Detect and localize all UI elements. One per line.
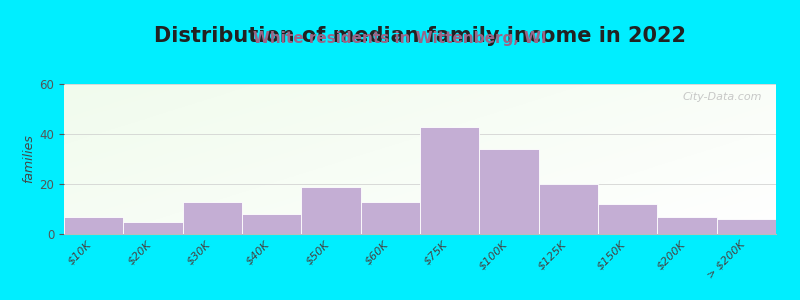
Bar <box>598 204 658 234</box>
Text: White residents in Wittenberg, WI: White residents in Wittenberg, WI <box>253 32 547 46</box>
Bar <box>479 149 538 234</box>
Bar <box>717 219 776 234</box>
Bar <box>658 217 717 234</box>
Text: City-Data.com: City-Data.com <box>682 92 762 101</box>
Bar <box>182 202 242 234</box>
Y-axis label: families: families <box>22 135 35 183</box>
Bar <box>538 184 598 234</box>
Title: Distribution of median family income in 2022: Distribution of median family income in … <box>154 26 686 46</box>
Bar <box>64 217 123 234</box>
Bar <box>420 127 479 234</box>
Bar <box>123 221 182 234</box>
Bar <box>242 214 302 234</box>
Bar <box>361 202 420 234</box>
Bar <box>302 187 361 234</box>
